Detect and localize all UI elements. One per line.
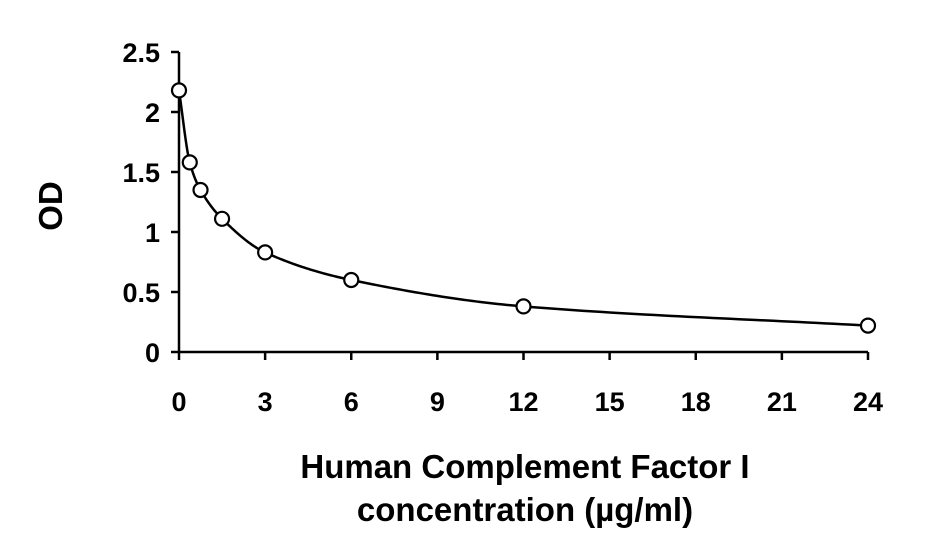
x-axis-title-line-2: concentration (µg/ml) (357, 491, 693, 528)
y-tick-label-3: 1.5 (122, 158, 160, 188)
data-point-1 (181, 154, 198, 171)
data-point-2 (192, 181, 209, 199)
fitted-curve-layer (177, 90, 869, 327)
x-tick-label-4: 12 (508, 387, 538, 417)
data-point-4 (257, 244, 274, 261)
y-tick-label-2: 1 (145, 218, 160, 248)
y-tick-label-1: 0.5 (122, 278, 160, 308)
y-axis-title: OD (32, 181, 69, 231)
x-tick-label-2: 6 (344, 387, 359, 417)
data-point-7 (859, 317, 877, 334)
axes (171, 50, 870, 360)
x-axis-title-line-1: Human Complement Factor I (300, 448, 749, 485)
y-tick-label-4: 2 (145, 98, 160, 128)
x-tick-label-0: 0 (171, 387, 186, 417)
x-tick-label-5: 15 (595, 387, 625, 417)
x-tick-label-6: 18 (681, 387, 711, 417)
data-point-3 (213, 210, 231, 227)
x-tick-label-3: 9 (430, 387, 445, 417)
x-tick-label-8: 24 (853, 387, 883, 417)
x-tick-label-1: 3 (258, 387, 273, 417)
x-tick-label-7: 21 (767, 387, 797, 417)
y-tick-label-5: 2.5 (122, 38, 160, 68)
data-point-5 (343, 271, 360, 289)
data-point-0 (170, 82, 188, 99)
data-point-6 (515, 298, 532, 315)
data-points-layer (170, 82, 877, 334)
y-tick-label-0: 0 (145, 338, 160, 368)
fitted-curve (177, 90, 869, 327)
tick-labels-layer: 0 3 6 9 12 15 18 21 24 0 0.5 1 1.5 2 2.5 (122, 38, 883, 417)
